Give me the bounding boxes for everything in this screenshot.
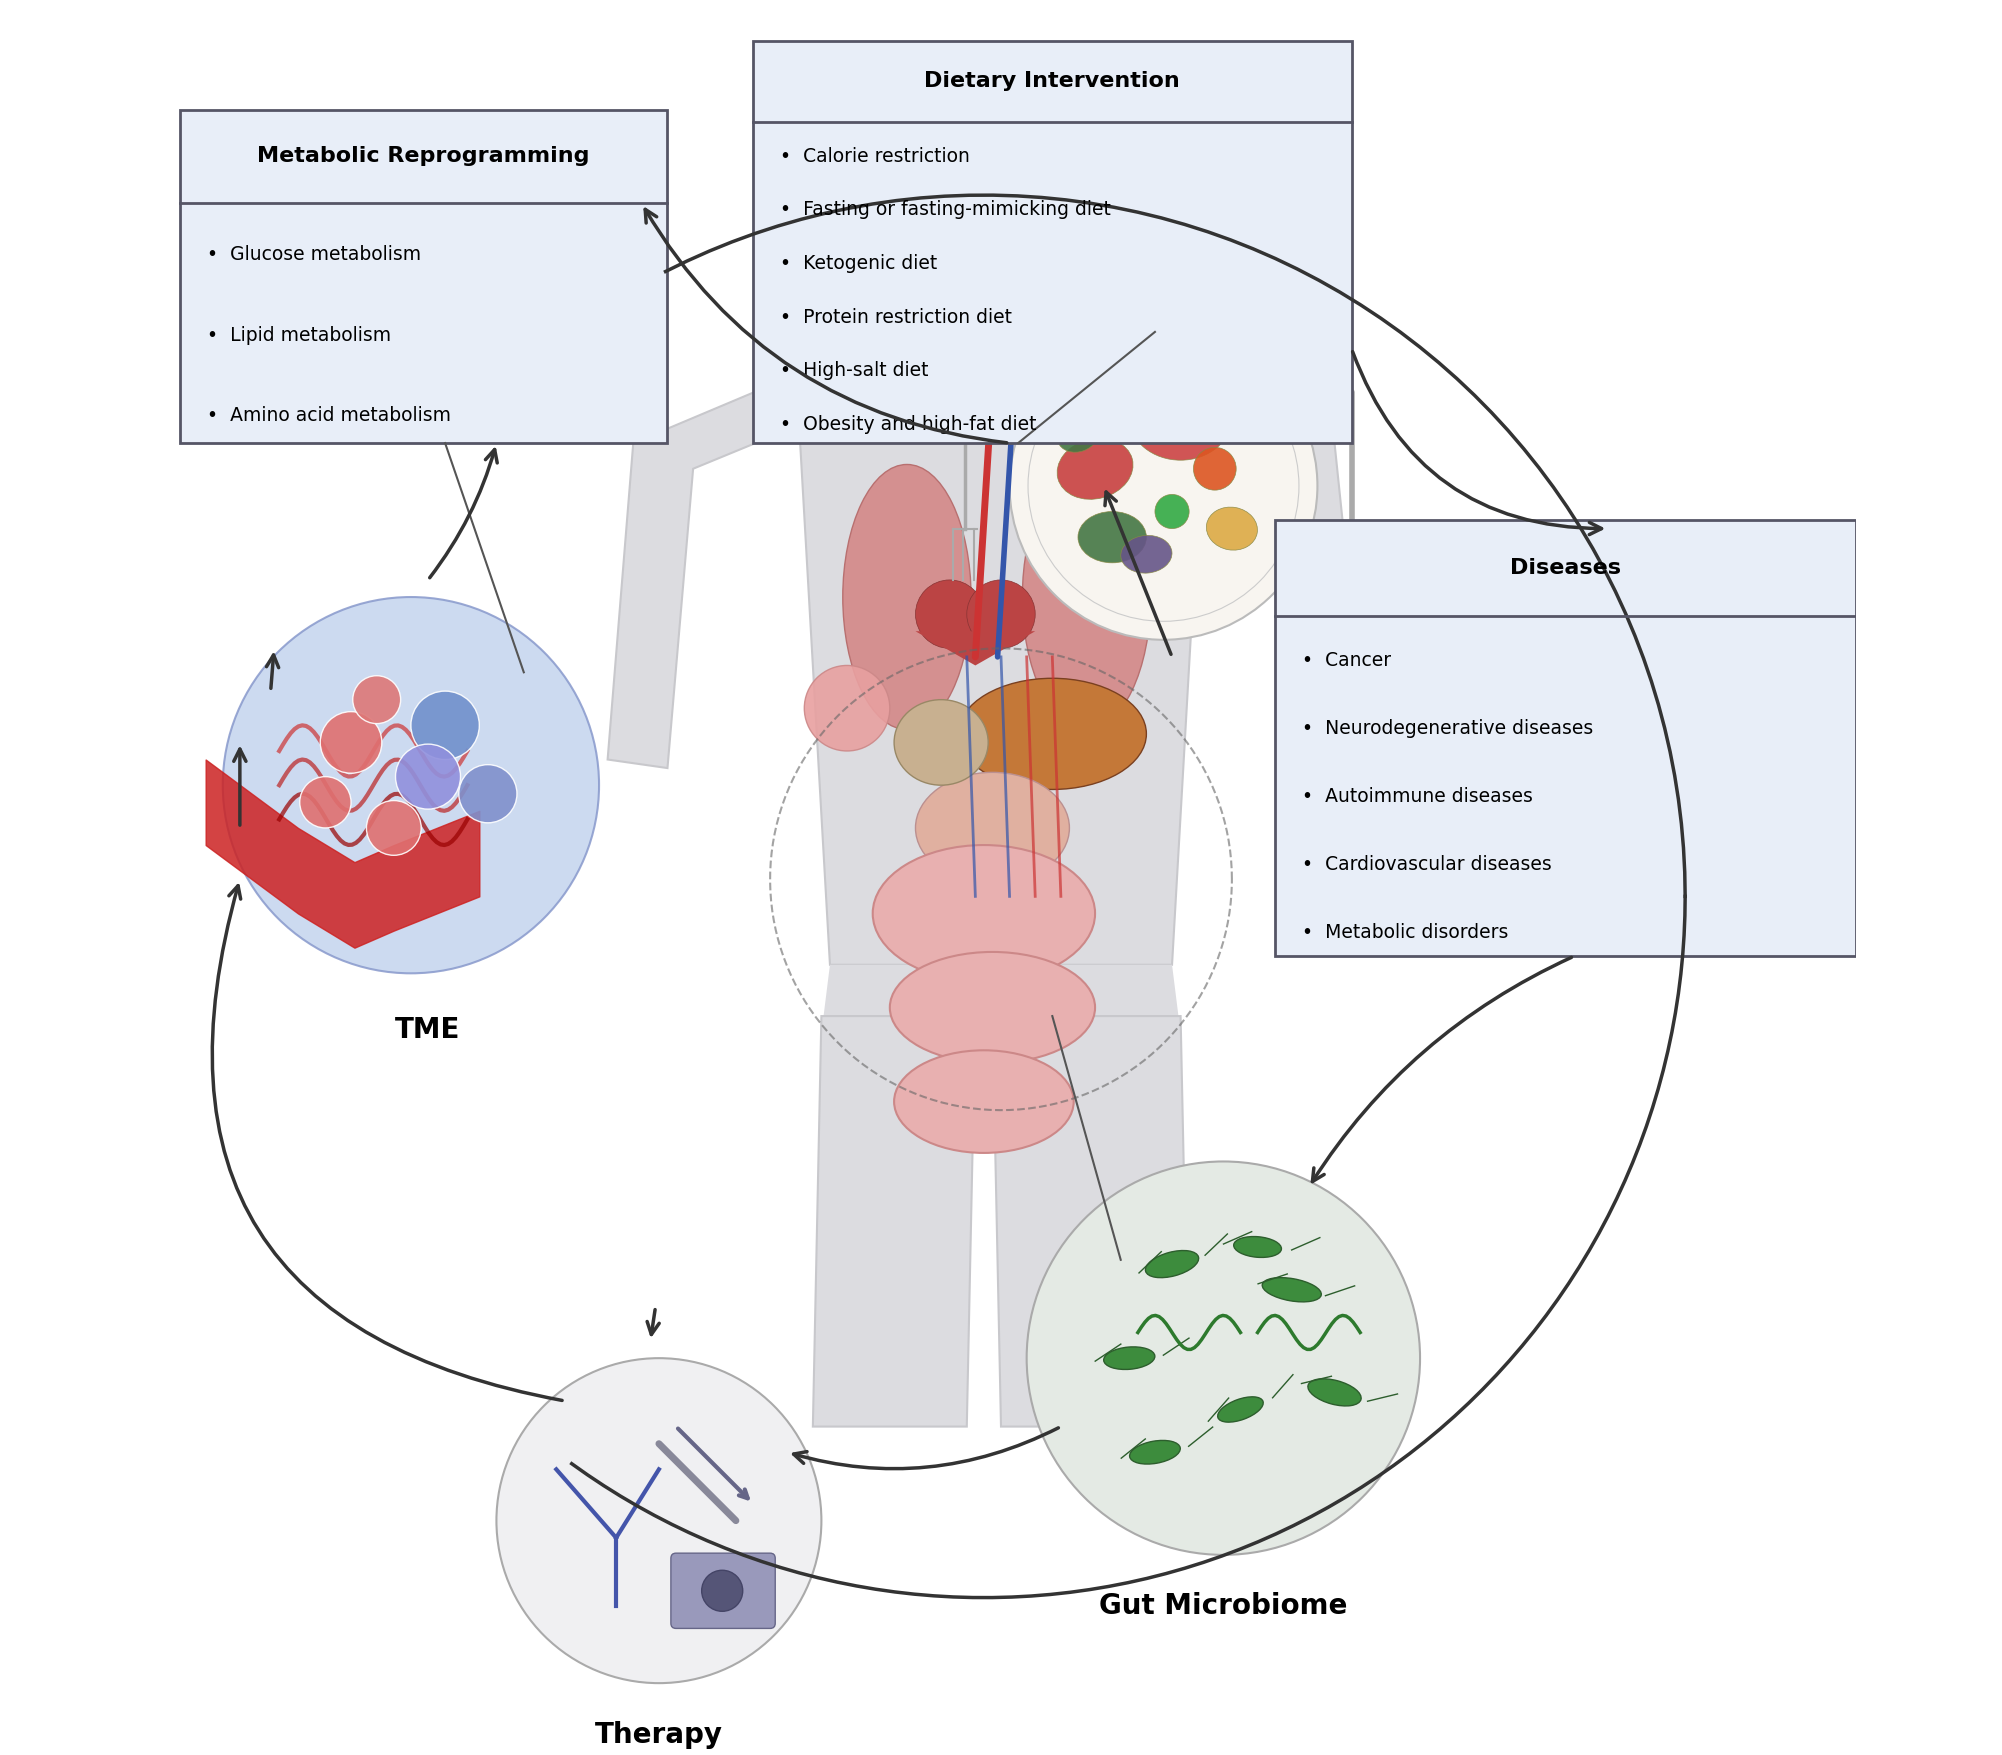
Ellipse shape	[1129, 374, 1231, 460]
Ellipse shape	[1057, 418, 1099, 453]
Polygon shape	[821, 965, 1181, 1034]
Circle shape	[320, 711, 382, 774]
Circle shape	[366, 800, 420, 855]
Ellipse shape	[895, 700, 989, 784]
Text: •  Lipid metabolism: • Lipid metabolism	[208, 325, 392, 344]
Text: •  Obesity and high-fat diet: • Obesity and high-fat diet	[781, 414, 1037, 433]
Circle shape	[805, 665, 889, 751]
Ellipse shape	[1077, 511, 1147, 563]
Circle shape	[921, 132, 1099, 309]
Ellipse shape	[1193, 448, 1235, 490]
Circle shape	[352, 676, 400, 723]
FancyBboxPatch shape	[753, 40, 1351, 442]
Ellipse shape	[967, 579, 1035, 648]
FancyBboxPatch shape	[1275, 519, 1856, 956]
Ellipse shape	[1121, 535, 1171, 574]
Circle shape	[396, 744, 460, 809]
Ellipse shape	[915, 772, 1069, 883]
Polygon shape	[983, 314, 1035, 367]
Circle shape	[410, 691, 478, 760]
Text: •  Metabolic disorders: • Metabolic disorders	[1301, 923, 1508, 942]
Circle shape	[1009, 332, 1317, 641]
Text: Dietary Intervention: Dietary Intervention	[925, 72, 1181, 91]
Text: •  Ketogenic diet: • Ketogenic diet	[781, 254, 937, 274]
Circle shape	[1027, 1162, 1419, 1555]
Ellipse shape	[1211, 374, 1253, 409]
Text: •  Autoimmune diseases: • Autoimmune diseases	[1301, 786, 1534, 806]
Text: •  Cardiovascular diseases: • Cardiovascular diseases	[1301, 855, 1552, 874]
Ellipse shape	[1023, 465, 1151, 730]
Text: Diseases: Diseases	[1510, 558, 1622, 577]
Ellipse shape	[873, 846, 1095, 981]
Ellipse shape	[1103, 1346, 1155, 1369]
Ellipse shape	[895, 1049, 1073, 1153]
FancyBboxPatch shape	[180, 109, 667, 442]
Text: •  Calorie restriction: • Calorie restriction	[781, 147, 971, 167]
Text: •  Protein restriction diet: • Protein restriction diet	[781, 307, 1013, 326]
Polygon shape	[993, 1016, 1189, 1427]
FancyBboxPatch shape	[671, 1553, 775, 1629]
Ellipse shape	[1141, 353, 1201, 397]
Ellipse shape	[1145, 1251, 1199, 1278]
Text: Gut Microbiome: Gut Microbiome	[1099, 1592, 1347, 1620]
Circle shape	[701, 1571, 743, 1611]
Text: •  Glucose metabolism: • Glucose metabolism	[208, 246, 422, 265]
Polygon shape	[607, 374, 839, 769]
Text: TME: TME	[394, 1016, 460, 1044]
Circle shape	[300, 777, 350, 828]
Ellipse shape	[1217, 1397, 1263, 1422]
Polygon shape	[813, 1016, 975, 1427]
Ellipse shape	[1057, 439, 1133, 500]
Polygon shape	[795, 367, 1207, 965]
Text: Metabolic Reprogramming: Metabolic Reprogramming	[258, 146, 591, 167]
Ellipse shape	[1307, 1379, 1361, 1406]
Polygon shape	[1163, 374, 1359, 700]
Ellipse shape	[1233, 1237, 1281, 1257]
Ellipse shape	[1155, 495, 1189, 528]
Ellipse shape	[915, 579, 983, 648]
Ellipse shape	[843, 465, 971, 730]
Text: •  Amino acid metabolism: • Amino acid metabolism	[208, 405, 450, 425]
Circle shape	[496, 1358, 821, 1683]
Ellipse shape	[889, 951, 1095, 1064]
Ellipse shape	[1207, 507, 1257, 549]
Text: •  Neurodegenerative diseases: • Neurodegenerative diseases	[1301, 720, 1594, 737]
Ellipse shape	[959, 677, 1147, 790]
Circle shape	[458, 765, 517, 823]
Text: •  Fasting or fasting-mimicking diet: • Fasting or fasting-mimicking diet	[781, 200, 1111, 219]
Polygon shape	[915, 632, 1035, 665]
Circle shape	[222, 597, 599, 974]
Text: •  High-salt diet: • High-salt diet	[781, 362, 929, 381]
Ellipse shape	[1261, 1278, 1321, 1302]
Text: •  Cancer: • Cancer	[1301, 651, 1391, 670]
Ellipse shape	[1129, 1441, 1181, 1464]
Text: Therapy: Therapy	[595, 1720, 723, 1748]
